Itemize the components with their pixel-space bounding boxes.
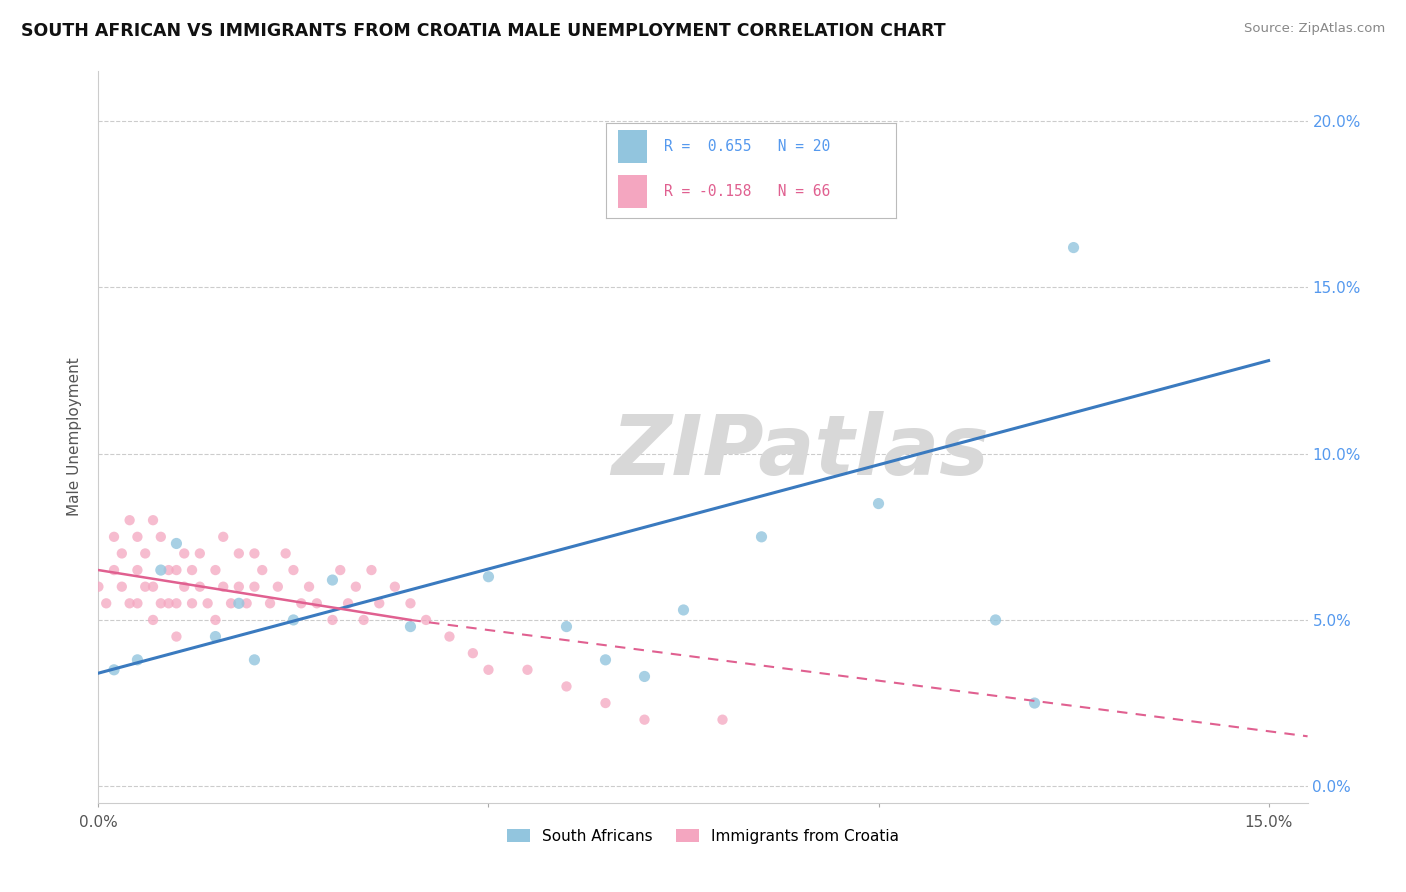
Immigrants from Croatia — [259, 596, 281, 610]
Text: SOUTH AFRICAN VS IMMIGRANTS FROM CROATIA MALE UNEMPLOYMENT CORRELATION CHART: SOUTH AFRICAN VS IMMIGRANTS FROM CROATIA… — [21, 22, 946, 40]
Immigrants from Croatia — [368, 596, 391, 610]
Immigrants from Croatia — [461, 646, 484, 660]
Immigrants from Croatia — [173, 546, 195, 560]
Immigrants from Croatia — [181, 563, 204, 577]
Immigrants from Croatia — [212, 580, 235, 594]
Immigrants from Croatia — [711, 713, 734, 727]
Immigrants from Croatia — [337, 596, 360, 610]
Immigrants from Croatia — [173, 580, 195, 594]
Y-axis label: Male Unemployment: Male Unemployment — [67, 358, 83, 516]
Immigrants from Croatia — [134, 580, 156, 594]
South Africans — [204, 630, 226, 644]
South Africans — [868, 497, 890, 511]
Immigrants from Croatia — [283, 563, 305, 577]
Immigrants from Croatia — [197, 596, 219, 610]
Immigrants from Croatia — [477, 663, 499, 677]
Immigrants from Croatia — [204, 563, 226, 577]
Immigrants from Croatia — [118, 513, 141, 527]
Immigrants from Croatia — [219, 596, 242, 610]
Immigrants from Croatia — [274, 546, 297, 560]
Immigrants from Croatia — [103, 563, 125, 577]
Immigrants from Croatia — [555, 680, 578, 694]
Text: 15.0%: 15.0% — [1244, 814, 1292, 830]
Immigrants from Croatia — [103, 530, 125, 544]
Immigrants from Croatia — [267, 580, 290, 594]
Immigrants from Croatia — [228, 580, 250, 594]
South Africans — [228, 596, 250, 610]
South Africans — [984, 613, 1007, 627]
Immigrants from Croatia — [516, 663, 538, 677]
Immigrants from Croatia — [595, 696, 617, 710]
South Africans — [1024, 696, 1046, 710]
South Africans — [103, 663, 125, 677]
Immigrants from Croatia — [329, 563, 352, 577]
South Africans — [243, 653, 266, 667]
South Africans — [399, 619, 422, 633]
Immigrants from Croatia — [439, 630, 461, 644]
South Africans — [283, 613, 305, 627]
Immigrants from Croatia — [305, 596, 328, 610]
Immigrants from Croatia — [165, 596, 187, 610]
Immigrants from Croatia — [212, 530, 235, 544]
Immigrants from Croatia — [204, 613, 226, 627]
Immigrants from Croatia — [118, 596, 141, 610]
Text: Source: ZipAtlas.com: Source: ZipAtlas.com — [1244, 22, 1385, 36]
Immigrants from Croatia — [127, 596, 149, 610]
Immigrants from Croatia — [142, 513, 165, 527]
Immigrants from Croatia — [633, 713, 655, 727]
Immigrants from Croatia — [87, 580, 110, 594]
Text: ZIPatlas: ZIPatlas — [610, 411, 988, 492]
Immigrants from Croatia — [399, 596, 422, 610]
South Africans — [672, 603, 695, 617]
Immigrants from Croatia — [165, 630, 187, 644]
South Africans — [1063, 241, 1085, 255]
Immigrants from Croatia — [290, 596, 312, 610]
Immigrants from Croatia — [157, 596, 180, 610]
Immigrants from Croatia — [344, 580, 367, 594]
Immigrants from Croatia — [127, 530, 149, 544]
Immigrants from Croatia — [252, 563, 274, 577]
Immigrants from Croatia — [157, 563, 180, 577]
South Africans — [595, 653, 617, 667]
South Africans — [321, 573, 343, 587]
Immigrants from Croatia — [353, 613, 375, 627]
Immigrants from Croatia — [127, 563, 149, 577]
Immigrants from Croatia — [149, 596, 172, 610]
Immigrants from Croatia — [142, 580, 165, 594]
Immigrants from Croatia — [228, 546, 250, 560]
Immigrants from Croatia — [96, 596, 118, 610]
Immigrants from Croatia — [360, 563, 382, 577]
Immigrants from Croatia — [165, 563, 187, 577]
Immigrants from Croatia — [321, 613, 343, 627]
South Africans — [149, 563, 172, 577]
Immigrants from Croatia — [243, 580, 266, 594]
South Africans — [751, 530, 773, 544]
Immigrants from Croatia — [149, 530, 172, 544]
South Africans — [633, 669, 655, 683]
Immigrants from Croatia — [134, 546, 156, 560]
Immigrants from Croatia — [142, 613, 165, 627]
South Africans — [555, 619, 578, 633]
Immigrants from Croatia — [298, 580, 321, 594]
Text: 0.0%: 0.0% — [79, 814, 118, 830]
Immigrants from Croatia — [188, 580, 211, 594]
Immigrants from Croatia — [188, 546, 211, 560]
Immigrants from Croatia — [235, 596, 257, 610]
Immigrants from Croatia — [415, 613, 437, 627]
South Africans — [165, 536, 187, 550]
Immigrants from Croatia — [111, 546, 134, 560]
South Africans — [477, 570, 499, 584]
Immigrants from Croatia — [181, 596, 204, 610]
Immigrants from Croatia — [384, 580, 406, 594]
Immigrants from Croatia — [111, 580, 134, 594]
Legend: South Africans, Immigrants from Croatia: South Africans, Immigrants from Croatia — [501, 822, 905, 850]
Immigrants from Croatia — [243, 546, 266, 560]
South Africans — [127, 653, 149, 667]
